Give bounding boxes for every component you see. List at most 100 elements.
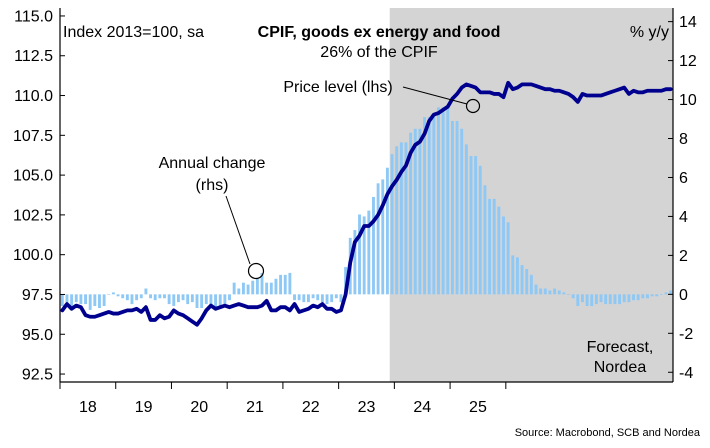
annual-change-bar	[288, 272, 292, 295]
annual-change-bar	[167, 294, 171, 305]
annual-change-bar	[144, 288, 148, 295]
annual-change-bar	[404, 142, 408, 295]
annual-change-bar	[553, 288, 557, 295]
annual-change-bar	[293, 294, 296, 301]
chart-subtitle: 26% of the CPIF	[320, 44, 438, 61]
x-tick-label: 25	[469, 399, 487, 416]
annual-change-bar	[474, 156, 478, 295]
forecast-shade	[389, 8, 673, 382]
annual-change-bar	[557, 290, 561, 295]
left-tick-label: 100.0	[13, 247, 53, 264]
annual-change-bar	[362, 216, 366, 295]
annual-change-bar	[251, 280, 255, 295]
annual-change-bar	[65, 294, 69, 303]
price-level-marker	[465, 98, 481, 114]
annual-change-bar	[455, 120, 459, 295]
annual-change-bar	[176, 294, 180, 303]
annual-change-bar	[492, 198, 496, 295]
annual-change-bar	[372, 196, 375, 295]
annual-change-bar	[107, 294, 111, 295]
annual-change-bar	[381, 179, 385, 295]
right-tick-label: 8	[679, 131, 688, 148]
annual-change-bar	[316, 294, 320, 301]
annual-change-bar	[135, 294, 139, 301]
annual-change-bar	[74, 294, 78, 303]
price-level-leader	[402, 86, 468, 105]
annual-change-bar	[116, 294, 120, 297]
annual-change-bar	[511, 255, 515, 295]
annual-change-bar	[209, 294, 213, 307]
annual-change-bar	[413, 128, 417, 295]
annual-change-bar	[163, 294, 166, 299]
left-tick-label: 110.0	[14, 88, 53, 105]
right-axis-label: % y/y	[630, 24, 669, 41]
annual-change-bar	[646, 294, 649, 299]
annual-change-bar	[218, 294, 222, 308]
price-level-line	[60, 80, 673, 327]
annual-change-bar	[125, 294, 129, 301]
annual-change-bar	[636, 294, 640, 301]
annual-change-bar	[515, 257, 519, 295]
annual-change-bar	[339, 294, 343, 303]
annual-change-bar	[599, 294, 603, 303]
annual-change-bar	[627, 294, 631, 303]
annual-change-bar	[246, 284, 250, 295]
annual-change-bar	[446, 107, 450, 295]
annual-change-bar	[427, 117, 431, 295]
annual-change-bar	[172, 294, 176, 307]
left-tick-label: 97.5	[22, 287, 53, 304]
right-tick-label: 0	[679, 287, 688, 304]
annual-change-bar	[650, 294, 654, 297]
forecast-label-line2: Nordea	[594, 359, 647, 376]
annual-change-bar	[525, 269, 529, 295]
annual-change-bar	[437, 107, 440, 295]
annual-change-bar	[334, 294, 338, 299]
annual-change-bar	[669, 290, 673, 295]
x-tick-label: 22	[302, 399, 320, 416]
annual-change-bar	[604, 294, 608, 305]
forecast-label-line1: Forecast,	[587, 339, 654, 356]
annual-change-bar	[181, 294, 185, 301]
annual-change-bar	[423, 117, 426, 295]
right-tick-label: 6	[679, 170, 688, 187]
annual-change-bar	[353, 230, 357, 295]
annual-change-marker	[247, 262, 265, 280]
x-tick-label: 23	[358, 399, 376, 416]
annual-change-bar	[269, 282, 273, 295]
annual-change-bar	[590, 294, 594, 307]
annual-change-bar	[320, 294, 324, 303]
annual-change-bar	[279, 274, 283, 295]
left-tick-label: 107.5	[13, 128, 53, 145]
annual-change-bar	[390, 154, 394, 295]
annual-change-bar	[93, 294, 97, 307]
annual-change-bar	[88, 294, 92, 310]
right-tick-label: 2	[679, 248, 688, 265]
annual-change-bar	[79, 294, 83, 305]
annual-change-bar	[255, 278, 259, 295]
annual-change-bar	[562, 292, 566, 295]
annual-change-bar	[529, 274, 533, 295]
x-tick-label: 19	[135, 399, 153, 416]
annual-change-bar	[102, 294, 106, 307]
axes	[59, 8, 674, 383]
annual-change-bar	[190, 294, 194, 303]
right-tick-label: 14	[679, 14, 697, 31]
annual-change-bar	[432, 115, 436, 295]
annual-change-bar	[664, 292, 668, 295]
price-level-annotation: Price level (lhs)	[283, 79, 392, 96]
annual-change-bar	[307, 294, 310, 303]
annual-change-bar	[330, 294, 334, 303]
left-axis-label: Index 2013=100, sa	[63, 24, 204, 41]
annual-change-bar	[622, 294, 626, 303]
annual-change-bar	[325, 294, 329, 305]
annual-change-bar	[539, 288, 543, 295]
annual-change-bar	[195, 294, 199, 308]
annual-change-bar	[520, 265, 524, 295]
right-tick-label: -4	[679, 365, 693, 382]
annual-change-bar	[265, 282, 269, 295]
annual-change-bar	[399, 142, 403, 295]
annual-change-bar	[613, 294, 617, 305]
annual-change-bar	[571, 294, 575, 299]
annual-change-bar	[618, 294, 622, 305]
